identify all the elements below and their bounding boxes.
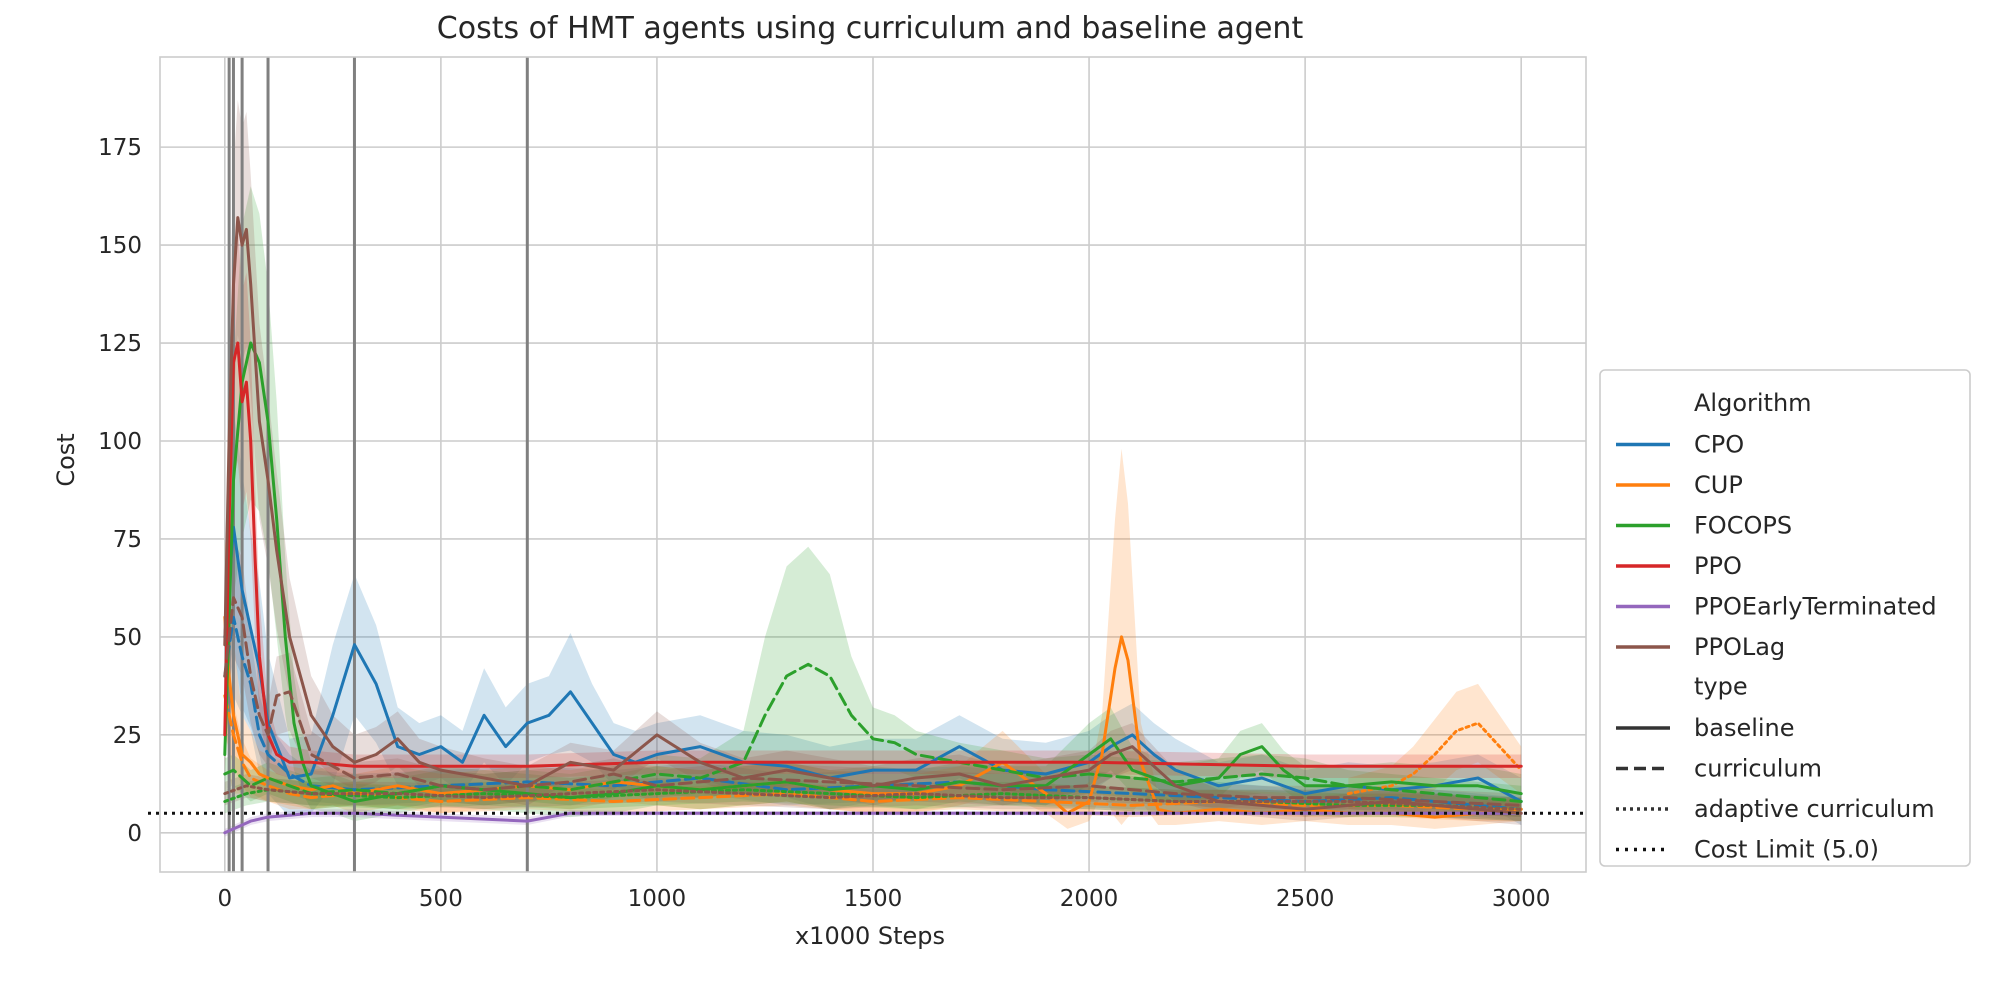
plot-frame (159, 56, 1587, 873)
legend-label-cup: CUP (1694, 471, 1743, 499)
y-tick-label: 175 (98, 135, 142, 161)
x-tick-label: 1000 (628, 886, 687, 912)
legend-label-ppo: PPO (1694, 552, 1742, 580)
y-tick-label: 25 (113, 723, 142, 749)
y-tick-label: 0 (127, 821, 142, 847)
legend-label-cpo: CPO (1694, 431, 1744, 459)
x-tick-label: 0 (217, 886, 232, 912)
line-focops-curriculum (223, 662, 1523, 803)
line-ppolag-curriculum (223, 596, 1523, 807)
y-tick-label: 125 (98, 331, 142, 357)
x-tick-label: 2500 (1276, 886, 1335, 912)
band-cup-adaptive-curriculum (1348, 683, 1522, 810)
x-axis-label: x1000 Steps (795, 922, 945, 950)
legend-label-focops: FOCOPS (1694, 512, 1792, 540)
chart-title: Costs of HMT agents using curriculum and… (437, 11, 1304, 46)
legend: Algorithm CPO CUP FOCOPS PPO PPOEarlyTerminat… (1599, 369, 1971, 867)
legend-label-cost-limit-5-0-: Cost Limit (5.0) (1694, 836, 1879, 864)
x-tick-label: 3000 (1492, 886, 1551, 912)
y-tick-label: 50 (113, 625, 142, 651)
grid (160, 57, 1586, 872)
band-ppolag-adaptive-curriculum (224, 774, 1522, 822)
y-tick-label: 100 (98, 429, 142, 455)
line-cup-adaptive-curriculum (1346, 721, 1523, 796)
legend-title-type: type (1694, 673, 1748, 701)
line-cpo-baseline (223, 525, 1523, 803)
x-tick-label: 2000 (1060, 886, 1119, 912)
legend-label-baseline: baseline (1694, 714, 1795, 742)
line-ppo-baseline (223, 341, 1523, 768)
x-tick-label: 1500 (844, 886, 903, 912)
tick-labels: 0 500 1000 1500 2000 2500 3000 0 25 50 75 100 125 150… (98, 135, 1550, 912)
line-focops-baseline (223, 341, 1523, 803)
legend-label-adaptive-curriculum: adaptive curriculum (1694, 795, 1935, 823)
x-tick-label: 500 (419, 886, 463, 912)
legend-label-curriculum: curriculum (1694, 755, 1822, 783)
legend-box (1599, 369, 1971, 867)
line-ppolag-adaptive-curriculum (223, 784, 1523, 811)
band-cpo-baseline (224, 409, 1522, 825)
y-tick-label: 150 (98, 233, 142, 259)
y-axis-label: Cost (52, 433, 80, 486)
y-tick-label: 75 (113, 527, 142, 553)
line-cpo-curriculum (223, 615, 1523, 811)
legend-label-ppolag: PPOLag (1694, 633, 1785, 661)
legend-title-algorithm: Algorithm (1694, 389, 1812, 417)
legend-label-ppoearlyterminated: PPOEarlyTerminated (1694, 593, 1937, 621)
